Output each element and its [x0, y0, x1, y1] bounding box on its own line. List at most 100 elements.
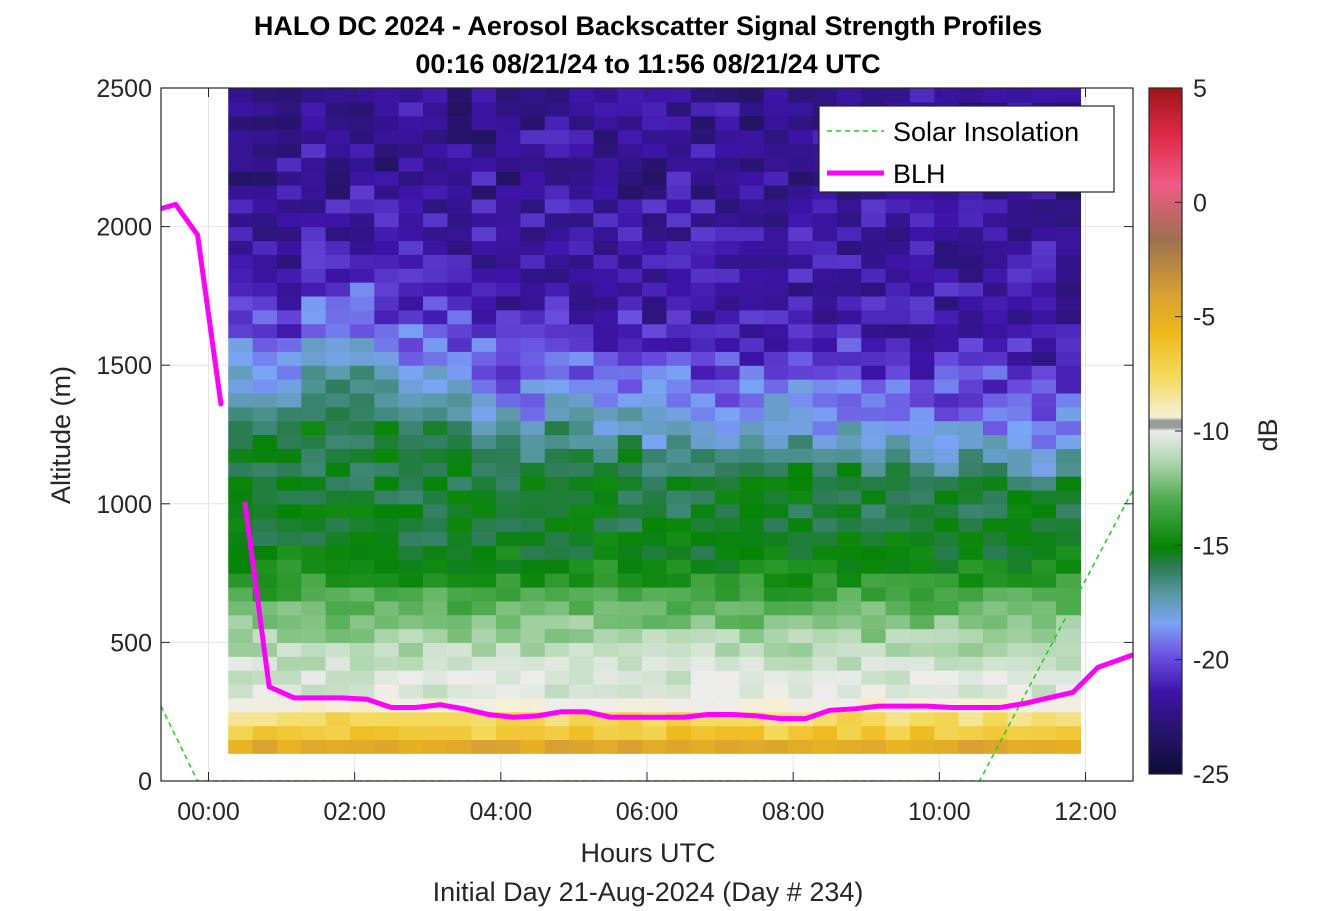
- heatmap-cell: [885, 614, 911, 630]
- heatmap-cell: [812, 462, 838, 477]
- heatmap-cell: [447, 295, 473, 311]
- x-tick-label: 00:00: [177, 798, 240, 826]
- heatmap-cell: [349, 88, 375, 103]
- heatmap-cell: [788, 226, 814, 242]
- heatmap-cell: [228, 171, 254, 186]
- heatmap-cell: [788, 573, 814, 588]
- heatmap-cell: [228, 268, 254, 283]
- heatmap-cell: [471, 573, 497, 588]
- heatmap-cell: [252, 739, 278, 754]
- heatmap-cell: [496, 573, 521, 588]
- heatmap-cell: [812, 282, 838, 297]
- heatmap-cell: [252, 268, 278, 283]
- heatmap-cell: [909, 365, 935, 380]
- heatmap-cell: [423, 351, 448, 366]
- heatmap-cell: [958, 365, 984, 380]
- heatmap-cell: [715, 101, 741, 117]
- heatmap-cell: [228, 351, 254, 366]
- heatmap-cell: [666, 185, 692, 200]
- heatmap-cell: [252, 462, 278, 477]
- heatmap-cell: [690, 697, 716, 713]
- heatmap-cell: [982, 517, 1008, 533]
- heatmap-cell: [471, 212, 497, 228]
- heatmap-cell: [374, 462, 400, 477]
- heatmap-cell: [982, 670, 1008, 685]
- heatmap-cell: [252, 406, 278, 422]
- heatmap-cell: [398, 143, 424, 158]
- heatmap-cell: [982, 406, 1008, 422]
- heatmap-cell: [666, 143, 692, 158]
- heatmap-cell: [1007, 600, 1033, 616]
- heatmap-cell: [374, 309, 400, 325]
- heatmap-cell: [544, 171, 570, 186]
- heatmap-cell: [666, 212, 692, 228]
- heatmap-cell: [715, 351, 741, 366]
- heatmap-cell: [617, 517, 643, 533]
- heatmap-cell: [276, 157, 302, 172]
- heatmap-cell: [909, 517, 935, 533]
- heatmap-cell: [447, 198, 473, 214]
- heatmap-cell: [423, 420, 448, 436]
- heatmap-cell: [520, 254, 546, 269]
- heatmap-cell: [642, 88, 668, 103]
- heatmap-cell: [398, 503, 424, 519]
- heatmap-cell: [666, 628, 692, 643]
- heatmap-cell: [982, 586, 1008, 602]
- heatmap-cell: [398, 198, 424, 214]
- heatmap-cell: [301, 503, 327, 519]
- heatmap-cell: [812, 226, 838, 242]
- heatmap-cell: [325, 670, 351, 685]
- heatmap-cell: [423, 683, 448, 699]
- heatmap-cell: [496, 226, 521, 242]
- heatmap-cell: [349, 573, 375, 588]
- heatmap-cells: [228, 88, 1081, 754]
- heatmap-cell: [982, 656, 1008, 671]
- heatmap-cell: [349, 240, 375, 255]
- heatmap-cell: [593, 545, 619, 560]
- heatmap-cell: [349, 559, 375, 574]
- heatmap-cell: [544, 739, 570, 754]
- heatmap-cell: [349, 476, 375, 491]
- heatmap-cell: [934, 406, 960, 422]
- heatmap-cell: [1031, 725, 1057, 741]
- heatmap-cell: [423, 185, 448, 200]
- heatmap-cell: [423, 129, 448, 145]
- heatmap-cell: [447, 254, 473, 269]
- heatmap-cell: [447, 600, 473, 616]
- heatmap-cell: [569, 697, 595, 713]
- heatmap-cell: [520, 171, 546, 186]
- heatmap-cell: [471, 143, 497, 158]
- heatmap-cell: [666, 295, 692, 311]
- heatmap-cell: [666, 545, 692, 560]
- heatmap-cell: [569, 254, 595, 269]
- heatmap-cell: [861, 309, 887, 325]
- heatmap-cell: [715, 157, 741, 172]
- heatmap-cell: [252, 697, 278, 713]
- heatmap-cell: [423, 573, 448, 588]
- heatmap-cell: [861, 683, 887, 699]
- heatmap-cell: [763, 642, 789, 657]
- heatmap-cell: [447, 586, 473, 602]
- heatmap-cell: [398, 462, 424, 477]
- heatmap-cell: [1031, 600, 1057, 616]
- heatmap-cell: [958, 545, 984, 560]
- heatmap-cell: [812, 503, 838, 519]
- heatmap-cell: [1056, 295, 1081, 311]
- heatmap-cell: [666, 129, 692, 145]
- heatmap-cell: [520, 476, 546, 491]
- heatmap-cell: [690, 240, 716, 255]
- heatmap-cell: [715, 420, 741, 436]
- heatmap-cell: [544, 559, 570, 574]
- heatmap-cell: [228, 323, 254, 339]
- heatmap-cell: [447, 517, 473, 533]
- heatmap-cell: [617, 185, 643, 200]
- heatmap-cell: [788, 198, 814, 214]
- heatmap-cell: [520, 212, 546, 228]
- heatmap-cell: [739, 656, 765, 671]
- heatmap-cell: [423, 531, 448, 546]
- heatmap-cell: [909, 586, 935, 602]
- heatmap-cell: [276, 462, 302, 477]
- heatmap-cell: [763, 656, 789, 671]
- heatmap-cell: [812, 254, 838, 269]
- heatmap-cell: [325, 489, 351, 505]
